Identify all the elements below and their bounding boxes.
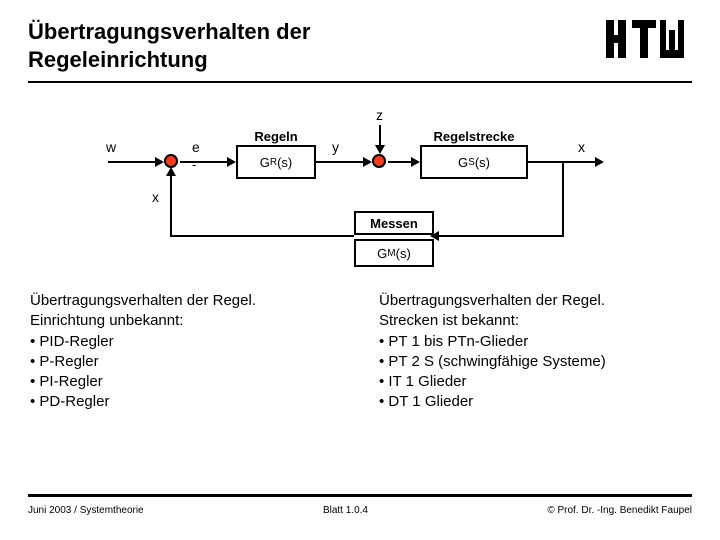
htw-logo — [606, 20, 692, 58]
box-messen-tf: GM(s) — [356, 241, 432, 265]
slide: Übertragungsverhalten der Regeleinrichtu… — [0, 0, 720, 540]
arrow-to-strecke — [411, 157, 420, 167]
left-item-0: • PID-Regler — [30, 332, 341, 352]
footer: Juni 2003 / Systemtheorie Blatt 1.0.4 © … — [28, 494, 692, 516]
line-fb-to-messen — [434, 235, 564, 237]
signal-e: e — [192, 139, 200, 155]
right-column: Übertragungsverhalten der Regel. Strecke… — [379, 291, 690, 413]
right-item-3: • DT 1 Glieder — [379, 392, 690, 412]
arrow-y — [363, 157, 372, 167]
left-column: Übertragungsverhalten der Regel. Einrich… — [30, 291, 341, 413]
arrow-fb-up — [166, 167, 176, 176]
box-messen-label: Messen — [356, 213, 432, 233]
signal-minus: - — [192, 157, 196, 172]
box-strecke-tf: GS(s) — [422, 147, 526, 177]
arrow-z — [375, 145, 385, 154]
summing-junction-1 — [164, 154, 178, 168]
line-fb-left — [170, 235, 354, 237]
header: Übertragungsverhalten der Regeleinrichtu… — [28, 18, 692, 83]
arrow-x-out — [595, 157, 604, 167]
right-item-2: • IT 1 Glieder — [379, 372, 690, 392]
arrow-e — [227, 157, 236, 167]
box-messen-top: Messen — [354, 211, 434, 235]
left-heading: Übertragungsverhalten der Regel. — [30, 291, 341, 311]
signal-x-fb: x — [152, 189, 159, 205]
signal-w: w — [106, 139, 116, 155]
footer-right: © Prof. Dr. -Ing. Benedikt Faupel — [547, 505, 692, 516]
content-columns: Übertragungsverhalten der Regel. Einrich… — [28, 291, 692, 413]
right-item-0: • PT 1 bis PTn-Glieder — [379, 332, 690, 352]
right-sub: Strecken ist bekannt: — [379, 311, 690, 331]
title-line-1: Übertragungsverhalten der — [28, 19, 310, 44]
footer-left: Juni 2003 / Systemtheorie — [28, 505, 144, 516]
summing-junction-2 — [372, 154, 386, 168]
line-x-out — [528, 161, 600, 163]
control-loop-diagram: w e - Regeln GR(s) y z Rege — [100, 111, 620, 271]
box-regeln-label: Regeln — [238, 129, 314, 144]
signal-x-out: x — [578, 139, 585, 155]
box-regeln-tf: GR(s) — [238, 147, 314, 177]
right-heading: Übertragungsverhalten der Regel. — [379, 291, 690, 311]
box-strecke: Regelstrecke GS(s) — [420, 145, 528, 179]
line-y — [316, 161, 368, 163]
left-item-2: • PI-Regler — [30, 372, 341, 392]
left-sub: Einrichtung unbekannt: — [30, 311, 341, 331]
box-regeln: Regeln GR(s) — [236, 145, 316, 179]
signal-z: z — [376, 107, 383, 123]
line-fb-down — [562, 161, 564, 237]
box-messen-tf-box: GM(s) — [354, 239, 434, 267]
line-e — [180, 161, 232, 163]
arrow-w — [155, 157, 164, 167]
line-w — [108, 161, 160, 163]
title-line-2: Regeleinrichtung — [28, 47, 208, 72]
line-fb-up — [170, 170, 172, 237]
box-strecke-label: Regelstrecke — [422, 129, 526, 144]
page-title: Übertragungsverhalten der Regeleinrichtu… — [28, 18, 310, 73]
left-item-3: • PD-Regler — [30, 392, 341, 412]
right-item-1: • PT 2 S (schwingfähige Systeme) — [379, 352, 690, 372]
left-item-1: • P-Regler — [30, 352, 341, 372]
footer-center: Blatt 1.0.4 — [323, 505, 368, 516]
signal-y: y — [332, 139, 339, 155]
